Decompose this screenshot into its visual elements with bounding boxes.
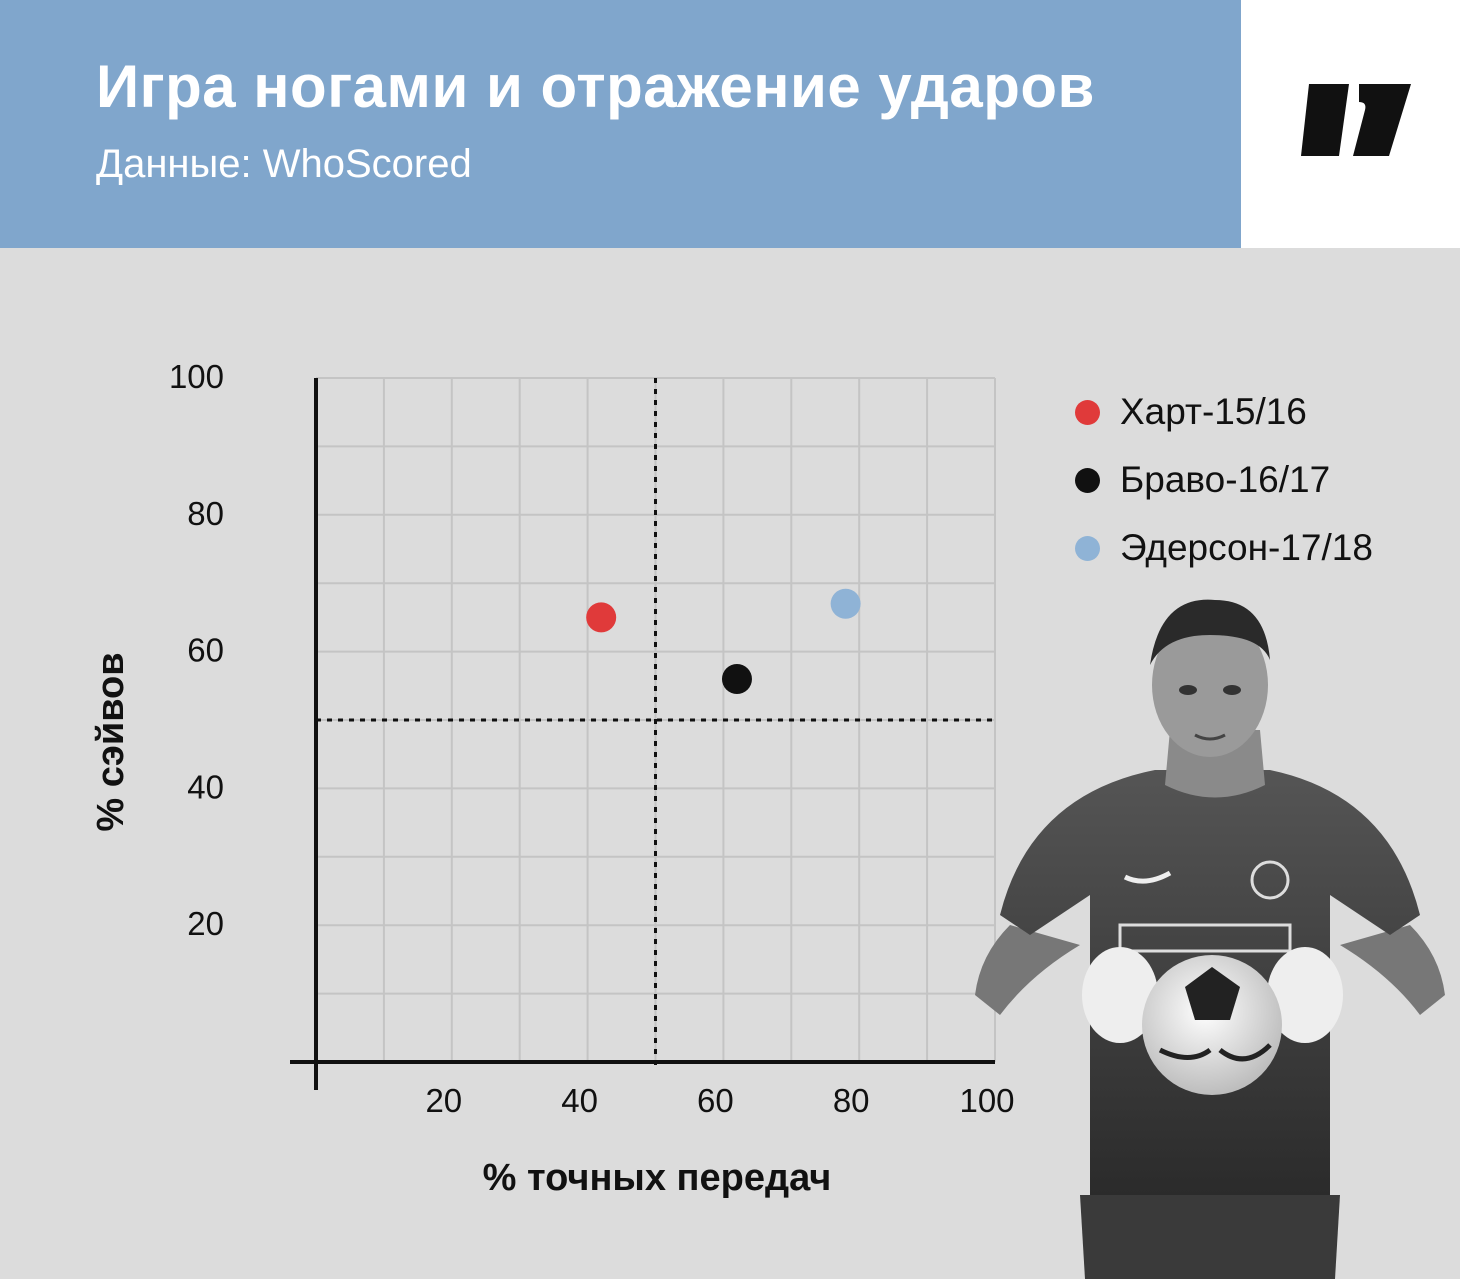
data-points — [586, 588, 861, 694]
logo-box — [1241, 0, 1460, 248]
header-banner: Игра ногами и отражение ударов Данные: W… — [0, 0, 1241, 248]
axes — [290, 378, 995, 1090]
data-point — [721, 663, 752, 694]
chart-source: Данные: WhoScored — [96, 142, 472, 186]
legend-label: Эдерсон-17/18 — [1120, 527, 1373, 568]
data-point — [586, 602, 617, 633]
x-tick-label: 20 — [425, 1082, 462, 1119]
legend-item-ederson: Эдерсон-17/18 — [1075, 514, 1373, 582]
legend-marker — [1075, 399, 1100, 425]
legend-label: Харт-15/16 — [1120, 391, 1307, 432]
legend-item-bravo: Браво-16/17 — [1075, 446, 1373, 514]
y-tick-label: 80 — [187, 495, 224, 532]
data-point — [830, 588, 861, 619]
x-tick-label: 100 — [959, 1082, 1014, 1119]
x-tick-label: 80 — [833, 1082, 870, 1119]
legend-marker — [1075, 467, 1100, 493]
x-axis-label: % точных передач — [483, 1157, 832, 1199]
publication-logo-icon — [1301, 84, 1411, 156]
y-tick-label: 100 — [169, 358, 224, 395]
y-tick-label: 20 — [187, 905, 224, 942]
x-tick-label: 60 — [697, 1082, 734, 1119]
y-tick-labels: 100 80 60 40 20 — [169, 358, 224, 942]
y-tick-label: 40 — [187, 768, 224, 805]
legend: Харт-15/16 Браво-16/17 Эдерсон-17/18 — [1075, 378, 1373, 582]
y-axis-label: % сэйвов — [90, 652, 132, 831]
legend-item-hart: Харт-15/16 — [1075, 378, 1373, 446]
legend-marker — [1075, 535, 1100, 561]
scatter-chart: 20 40 60 80 100 100 80 60 40 20 % точных передач… — [90, 358, 1015, 1199]
goalkeeper-photo-icon — [975, 599, 1445, 1279]
x-tick-labels: 20 40 60 80 100 — [425, 1082, 1014, 1119]
reference-lines — [316, 378, 995, 1068]
chart-title: Игра ногами и отражение ударов — [96, 53, 1095, 120]
legend-label: Браво-16/17 — [1120, 459, 1331, 500]
x-tick-label: 40 — [561, 1082, 598, 1119]
y-tick-label: 60 — [187, 632, 224, 669]
